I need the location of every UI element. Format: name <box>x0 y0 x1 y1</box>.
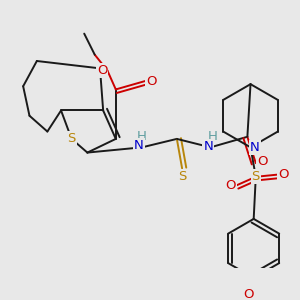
Text: O: O <box>257 154 267 167</box>
Text: O: O <box>97 64 107 77</box>
Text: N: N <box>203 140 213 153</box>
Text: O: O <box>225 179 236 192</box>
Text: N: N <box>250 141 260 154</box>
Text: O: O <box>278 168 288 181</box>
Text: S: S <box>178 170 186 183</box>
Text: O: O <box>243 288 254 300</box>
Text: N: N <box>134 139 144 152</box>
Text: S: S <box>68 132 76 146</box>
Text: O: O <box>146 74 157 88</box>
Text: H: H <box>137 130 147 143</box>
Text: H: H <box>208 130 218 143</box>
Text: S: S <box>252 170 260 183</box>
